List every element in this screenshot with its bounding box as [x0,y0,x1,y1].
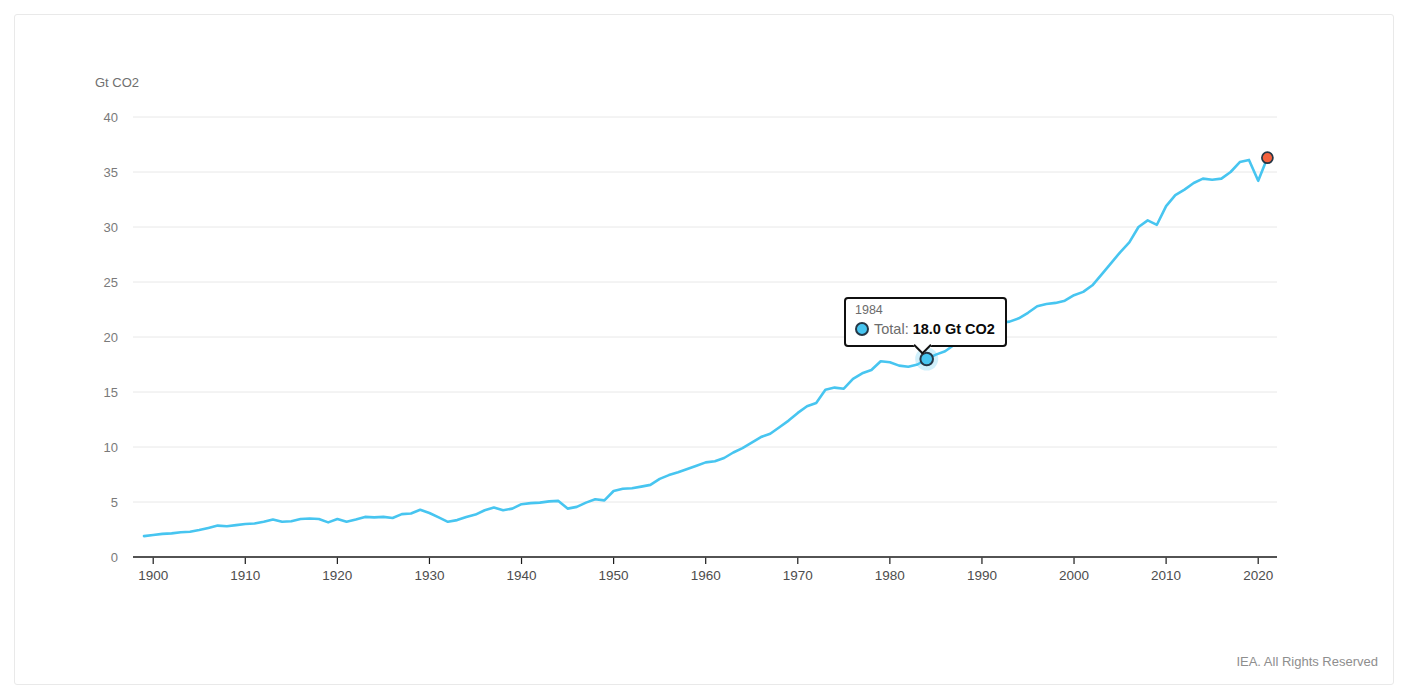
tooltip-year: 1984 [855,303,995,319]
y-axis-label-35: 35 [104,165,118,180]
x-axis-label-1950: 1950 [599,568,629,583]
x-axis-label-2010: 2010 [1151,568,1181,583]
x-axis-label-1930: 1930 [414,568,444,583]
x-axis-label-1990: 1990 [967,568,997,583]
footer-credit: IEA. All Rights Reserved [1236,654,1378,669]
y-axis-label-40: 40 [104,110,118,125]
x-axis-label-1900: 1900 [138,568,168,583]
y-axis-label-15: 15 [104,385,118,400]
y-axis-label-5: 5 [111,495,118,510]
tooltip-value: 18.0 Gt CO2 [913,320,995,338]
y-axis-label-0: 0 [111,550,118,565]
y-axis-label-10: 10 [104,440,118,455]
y-axis-label-20: 20 [104,330,118,345]
tooltip-series-label: Total: [874,320,909,338]
y-axis-label-25: 25 [104,275,118,290]
emissions-line[interactable] [144,158,1267,536]
last-point-2021[interactable] [1262,152,1273,163]
tooltip: 1984 Total: 18.0 Gt CO2 [844,297,1007,347]
tooltip-series-dot-icon [855,322,869,336]
x-axis-label-1910: 1910 [230,568,260,583]
x-axis-label-1920: 1920 [322,568,352,583]
y-axis-label-30: 30 [104,220,118,235]
x-axis-label-1980: 1980 [875,568,905,583]
emissions-chart-canvas: 0 5 10 15 20 25 30 35 40 1900 1910 1920 1930 1940 1950… [0,0,1408,699]
x-axis-label-1960: 1960 [691,568,721,583]
x-axis-label-2020: 2020 [1243,568,1273,583]
x-axis-label-1940: 1940 [507,568,537,583]
x-axis-label-2000: 2000 [1059,568,1089,583]
x-axis-label-1970: 1970 [783,568,813,583]
